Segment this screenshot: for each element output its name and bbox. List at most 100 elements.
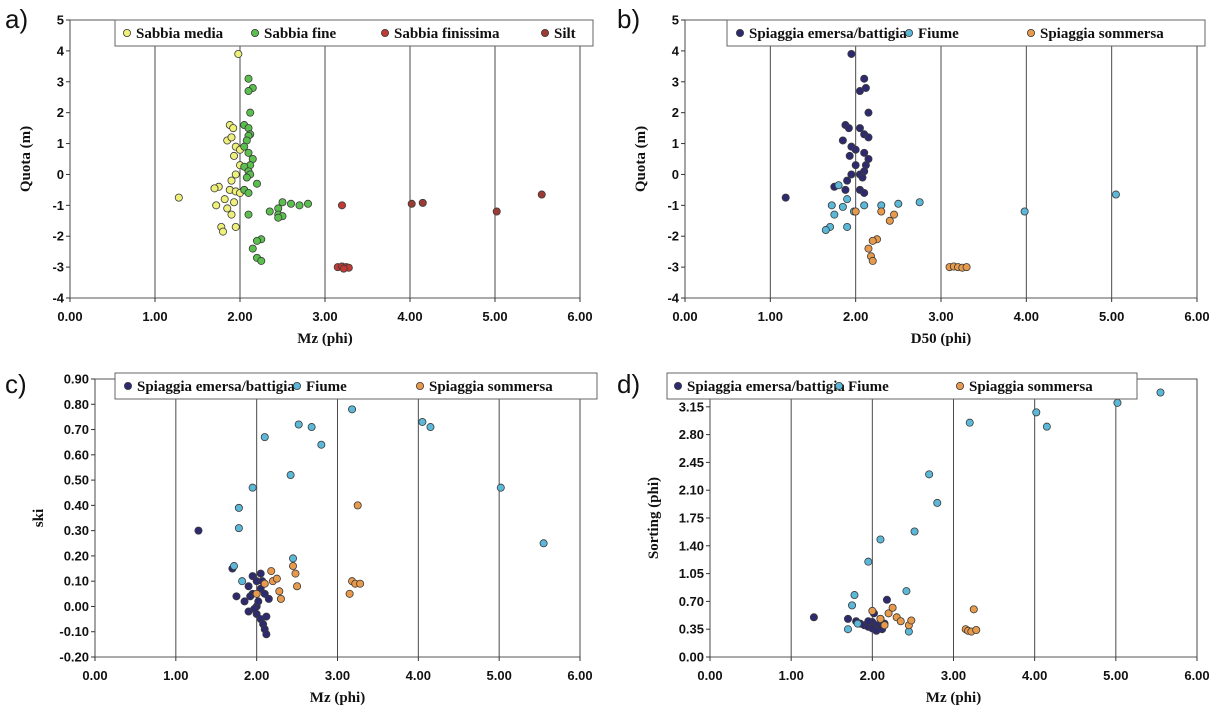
y-tick-label: -4 [52,291,64,306]
data-point [210,184,219,193]
data-point [864,617,873,626]
legend-label: Spiaggia sommersa [969,379,1093,395]
y-tick-label: 2.10 [679,483,704,498]
series-sabbia-fine [240,74,312,265]
y-tick-label: 2.45 [679,455,704,470]
data-point [244,74,253,83]
data-point [855,87,864,96]
data-point [218,227,227,236]
data-point [286,471,295,480]
legend-marker [541,28,550,37]
data-point [844,124,853,133]
data-point [230,562,239,571]
x-tick-label: 4.00 [1014,309,1039,324]
data-point [858,173,867,182]
y-axis-label: Sorting (phi) [646,477,662,559]
data-point [896,617,905,626]
data-point [1113,398,1122,407]
x-tick-label: 3.00 [928,309,953,324]
data-point [894,199,903,208]
data-point [240,142,249,151]
data-point [843,195,852,204]
data-point [821,226,830,235]
data-point [267,567,276,576]
legend: Sabbia media Sabbia fine Sabbia finissima S… [114,19,594,47]
legend-marker [292,381,301,390]
y-axis-label: Quota (m) [633,126,649,192]
y-tick-label: 2 [57,105,64,120]
x-tick-label: 3.00 [941,668,966,683]
legend-box [114,372,598,400]
y-tick-label: -3 [52,260,64,275]
data-point [965,418,974,427]
data-point [851,161,860,170]
legend-label: Spiaggia sommersa [429,379,553,395]
data-point [880,621,889,630]
x-tick-label: 5.00 [482,309,507,324]
legend-label: Spiaggia emersa/battigia [749,26,907,42]
legend-marker [1027,28,1036,37]
series-spiaggia-sommersa [868,603,981,636]
data-point [868,236,877,245]
data-point [864,133,873,142]
data-point [234,503,243,512]
y-tick-label: 0.30 [64,523,89,538]
y-tick-label: 5 [57,13,64,28]
data-point [860,188,869,197]
series-spiaggia-sommersa [252,501,365,603]
y-tick-label: 3 [57,74,64,89]
x-tick-label: 0.00 [82,668,107,683]
data-point [492,207,501,216]
data-point [234,49,243,58]
data-point [850,591,859,600]
data-point [194,526,203,535]
data-point [227,210,236,219]
x-tick-label: 3.00 [312,309,337,324]
legend-box [114,19,594,47]
y-tick-label: 4 [672,43,680,58]
data-point [238,577,247,586]
series-silt [407,190,546,216]
data-point [244,148,253,157]
data-point [972,625,981,634]
data-point [256,569,265,578]
data-point [174,193,183,202]
data-point [257,256,266,265]
data-point [254,597,263,606]
x-tick-label: 3.00 [325,668,350,683]
x-tick-label: 5.00 [487,668,512,683]
data-point [848,601,857,610]
legend-marker [956,381,965,390]
series-fiume [843,388,1165,636]
y-tick-label: -0.10 [59,624,89,639]
data-point [230,151,239,160]
legend-label: Sabbia media [136,26,224,42]
data-point [890,210,899,219]
x-axis-label: Mz (phi) [297,331,352,347]
data-point [265,207,274,216]
y-tick-label: -2 [667,229,679,244]
data-point [915,198,924,207]
x-tick-label: 1.00 [779,668,804,683]
x-tick-label: 4.00 [397,309,422,324]
legend: Spiaggia emersa/battigia Fiume Spiaggia so… [726,19,1206,47]
legend-marker [905,28,914,37]
data-point [240,597,249,606]
x-axis-label: Mz (phi) [926,690,981,706]
data-point [234,524,243,533]
data-point [250,604,259,613]
legend-marker [736,28,745,37]
data-point [212,201,221,210]
legend-label: Fiume [848,379,889,395]
data-point [345,589,354,598]
x-tick-label: 4.00 [406,668,431,683]
data-point [272,574,281,583]
data-point [227,176,236,185]
legend-marker [380,28,389,37]
legend-marker [123,28,132,37]
y-tick-label: 0 [57,167,64,182]
y-tick-label: -3 [667,260,679,275]
y-tick-label: -1 [52,198,64,213]
data-point [864,244,873,253]
x-tick-label: 6.00 [567,309,592,324]
